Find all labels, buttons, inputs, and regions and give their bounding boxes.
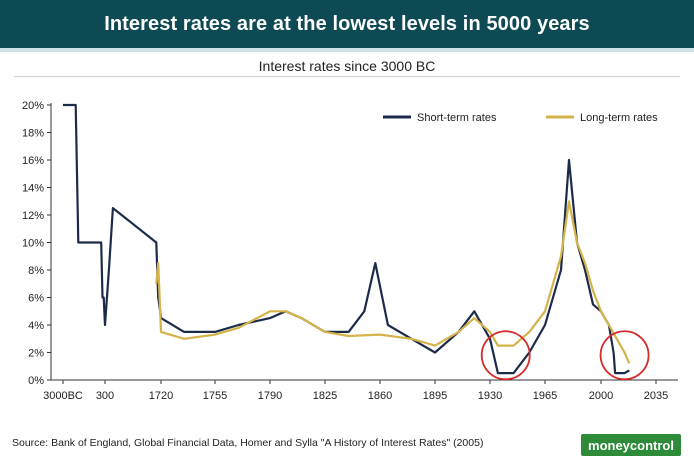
chart-subtitle: Interest rates since 3000 BC	[258, 58, 436, 74]
chart-headline: Interest rates are at the lowest levels …	[104, 12, 590, 35]
legend-label-1: Short-term rates	[417, 112, 497, 124]
annotation-layer	[480, 330, 650, 381]
series-line-long-term	[155, 200, 631, 364]
axis-layer: 0% 2% 4% 6% 8% 10% 12% 14% 16% 18% 20% 3000BC 300 172…	[22, 100, 678, 402]
x-tick-label: 1965	[533, 390, 557, 402]
y-tick-label: 4%	[28, 320, 44, 332]
legend-label-2: Long-term rates	[580, 112, 658, 124]
x-tick-label: 3000BC	[43, 390, 83, 402]
y-tick-label: 14%	[22, 183, 44, 195]
x-tick-label: 2035	[644, 390, 668, 402]
y-tick-label: 2%	[28, 348, 44, 360]
y-tick-label: 18%	[22, 128, 44, 140]
x-tick-label: 1825	[313, 390, 337, 402]
x-tick-label: 1895	[423, 390, 447, 402]
legend: Short-term rates Long-term rates	[383, 112, 658, 124]
y-tick-label: 12%	[22, 210, 44, 222]
y-tick-label: 0%	[28, 375, 44, 387]
source-note: Source: Bank of England, Global Financia…	[12, 437, 484, 449]
banner-stripe	[0, 48, 694, 52]
x-tick-label: 2000	[589, 390, 613, 402]
x-tick-label: 1790	[258, 390, 282, 402]
moneycontrol-logo: moneycontrol	[581, 434, 681, 456]
y-tick-label: 8%	[28, 265, 44, 277]
interest-rate-chart: 0% 2% 4% 6% 8% 10% 12% 14% 16% 18% 20% 3000BC 300 172…	[22, 100, 678, 402]
y-tick-label: 10%	[22, 238, 44, 250]
subtitle-divider	[14, 76, 680, 77]
series-layer	[63, 103, 631, 375]
x-tick-label: 1755	[203, 390, 227, 402]
x-tick-label: 1860	[368, 390, 392, 402]
x-tick-label: 1720	[149, 390, 173, 402]
x-tick-label: 1930	[478, 390, 502, 402]
x-tick-label: 300	[96, 390, 114, 402]
y-tick-label: 16%	[22, 155, 44, 167]
y-tick-label: 6%	[28, 293, 44, 305]
highlight-circle-2	[599, 330, 650, 381]
highlight-circle-1	[480, 330, 531, 381]
chart-title-banner: Interest rates are at the lowest levels …	[0, 0, 694, 48]
y-tick-label: 20%	[22, 100, 44, 112]
series-line-short-term	[63, 103, 630, 375]
